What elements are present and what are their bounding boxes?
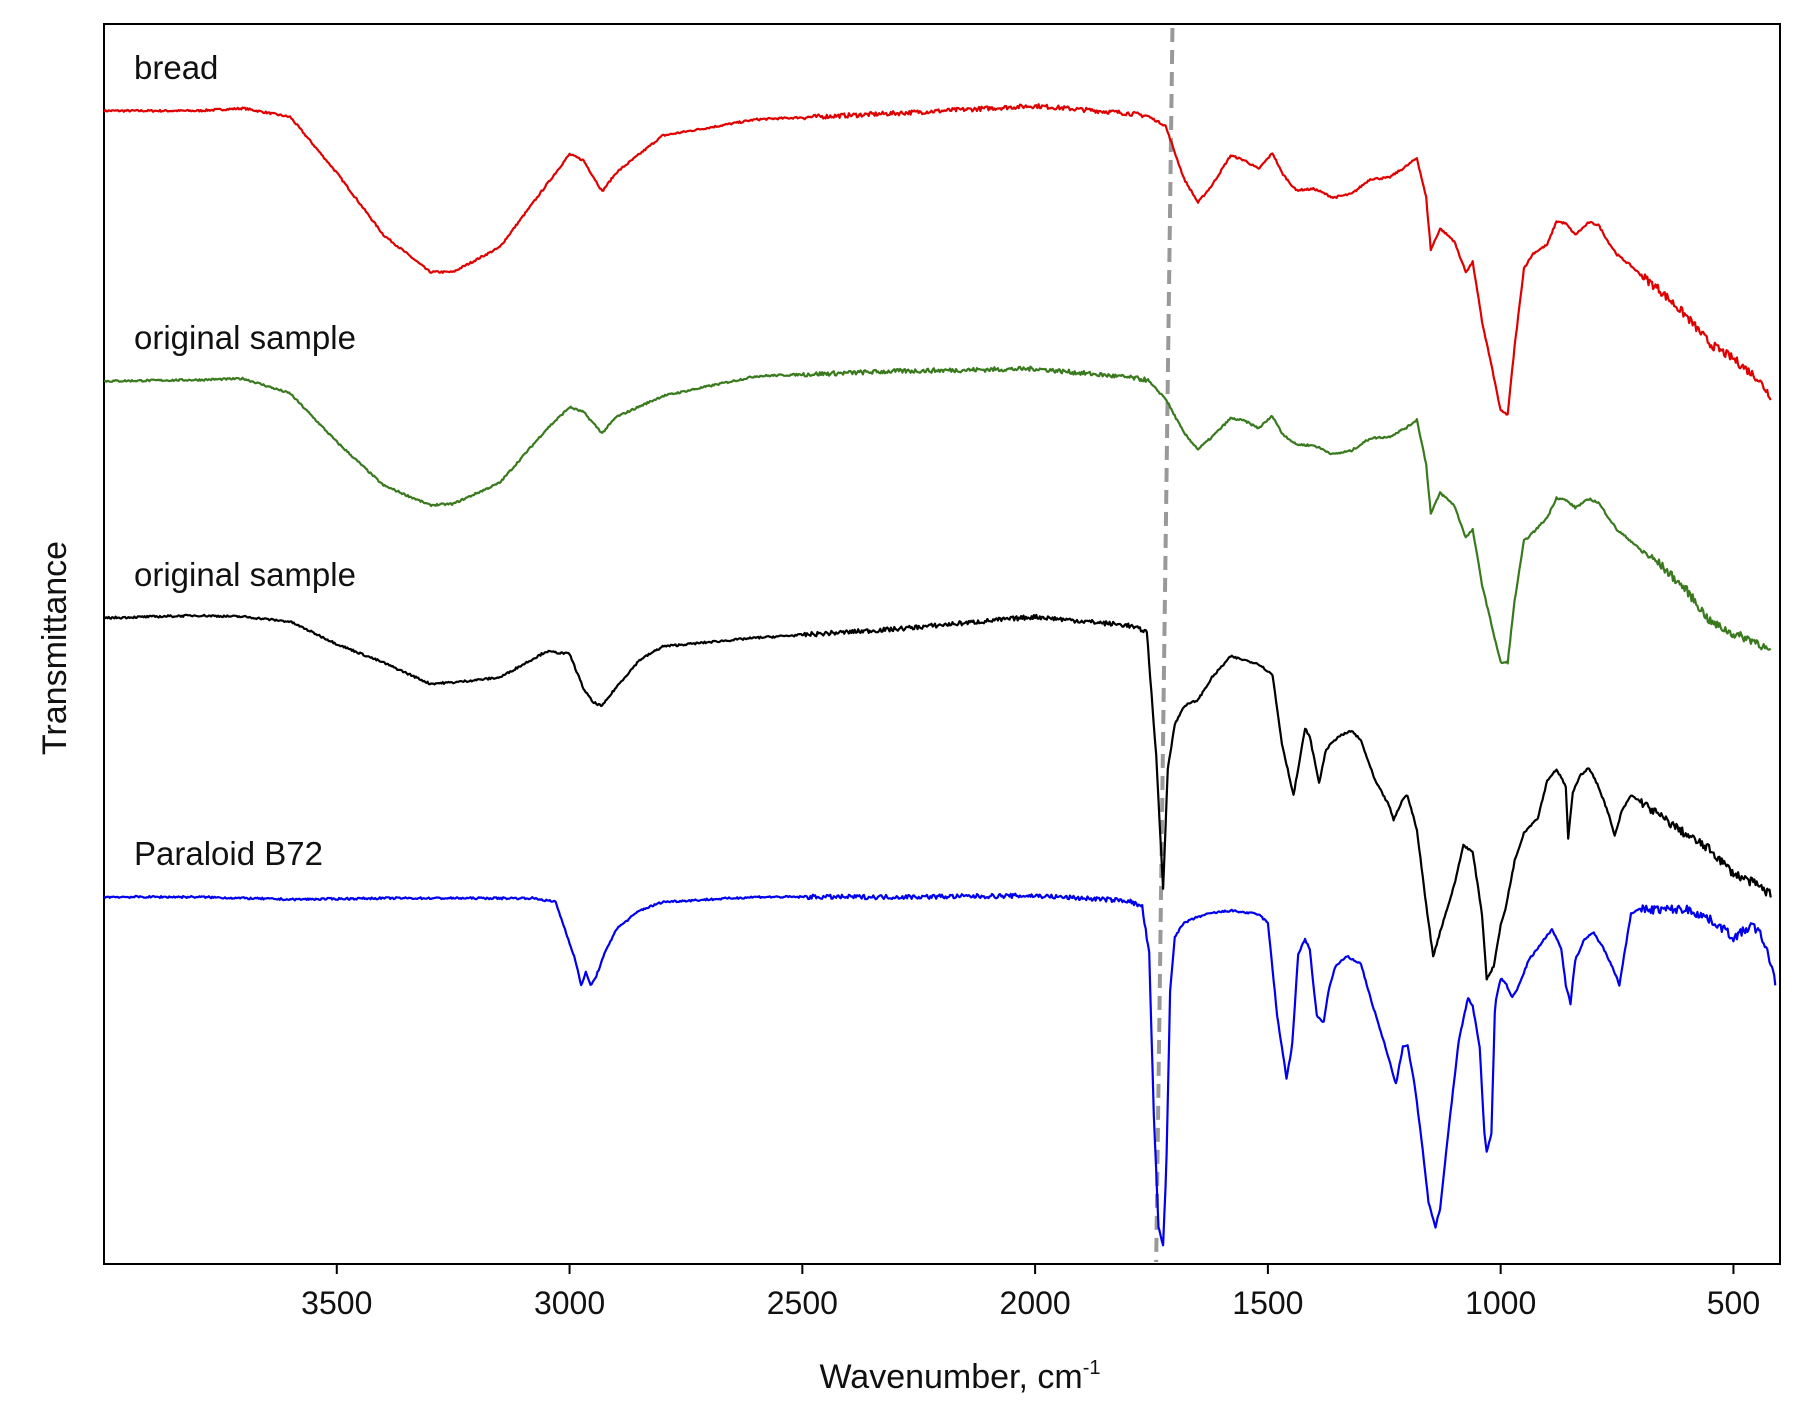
series-label: Paraloid B72	[134, 835, 323, 872]
x-tick-label: 500	[1707, 1285, 1760, 1321]
series-labels: bread original sample original sample Paral…	[134, 49, 356, 872]
reference-dashed-line	[1154, 27, 1175, 1263]
x-tick-label: 2500	[767, 1285, 838, 1321]
x-tick-label: 1500	[1232, 1285, 1303, 1321]
plot-area-frame	[103, 23, 1781, 1265]
series-line	[103, 892, 1777, 1247]
series-line	[103, 103, 1772, 416]
x-tick-label: 2000	[1000, 1285, 1071, 1321]
x-axis-title: Wavenumber, cm-1	[819, 1357, 1100, 1396]
series-group	[103, 103, 1777, 1247]
series-line	[103, 613, 1772, 981]
series-label: original sample	[134, 556, 356, 593]
x-tick-label: 1000	[1465, 1285, 1536, 1321]
x-axis-title-text: Wavenumber, cm	[819, 1358, 1082, 1396]
series-line	[103, 365, 1772, 665]
y-axis-title: Transmittance	[36, 541, 74, 755]
series-label: bread	[134, 49, 218, 86]
x-tick-label: 3000	[534, 1285, 605, 1321]
x-axis-title-superscript: -1	[1083, 1357, 1101, 1379]
x-tick-label: 3500	[301, 1285, 372, 1321]
series-label: original sample	[134, 319, 356, 356]
x-axis-ticks: 3500 3000 2500 2000 1500 1000 500	[301, 1264, 1760, 1321]
